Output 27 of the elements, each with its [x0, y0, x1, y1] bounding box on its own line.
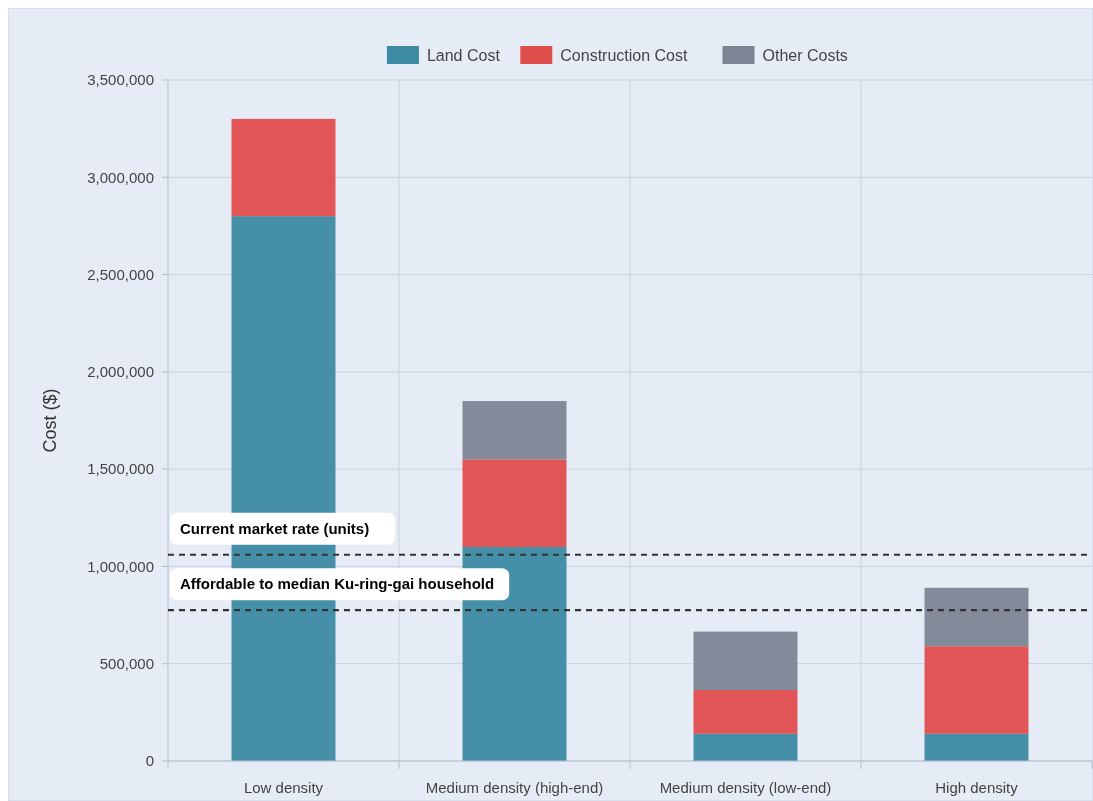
ref-line-label: Current market rate (units): [180, 520, 370, 537]
bar: [231, 118, 336, 217]
legend-label: Other Costs: [762, 46, 848, 64]
bar: [462, 459, 567, 547]
y-tick-label: 1,000,000: [87, 557, 154, 575]
y-tick-label: 0: [145, 752, 154, 770]
x-tick-label: Low density: [243, 779, 324, 796]
y-tick-label: 3,000,000: [87, 168, 154, 186]
y-axis-title: Cost ($): [40, 388, 60, 453]
y-tick-label: 2,000,000: [87, 363, 154, 381]
bar: [924, 587, 1029, 647]
bar: [924, 733, 1029, 761]
bar: [924, 646, 1029, 734]
y-tick-label: 1,500,000: [87, 460, 154, 478]
y-tick-label: 500,000: [99, 654, 154, 672]
ref-line-label: Affordable to median Ku-ring-gai household: [180, 575, 495, 593]
y-tick-label: 3,500,000: [87, 71, 154, 89]
x-tick-label: Medium density (low-end): [659, 779, 832, 796]
bar: [693, 733, 798, 761]
bar: [693, 689, 798, 734]
y-tick-label: 2,500,000: [87, 265, 154, 283]
legend-label: Construction Cost: [560, 46, 689, 64]
bar: [693, 631, 798, 690]
x-tick-label: Medium density (high-end): [425, 779, 604, 796]
bar: [462, 401, 567, 460]
x-tick-label: High density: [935, 779, 1019, 796]
legend-label: Land Cost: [426, 46, 501, 64]
